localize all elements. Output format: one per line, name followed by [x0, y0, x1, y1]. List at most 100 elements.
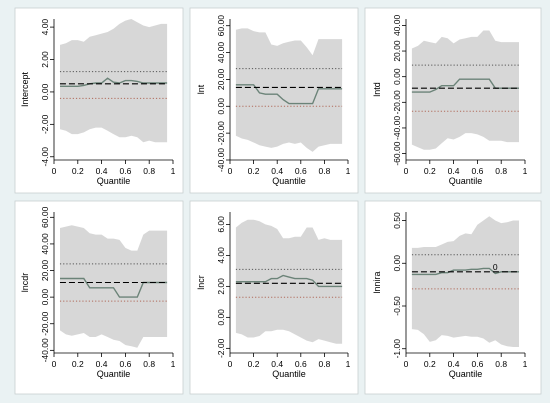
confidence-band [235, 28, 343, 152]
x-axis-label: Quantile [449, 369, 483, 379]
x-axis-label: Quantile [97, 369, 131, 379]
y-tick-label: -2.00 [40, 114, 50, 134]
confidence-band [235, 219, 343, 344]
chart-panel-6: -1.00 -0.50 0.00 0.50 0 0.2 0.4 0.6 0.8 1 Quantile… [364, 200, 542, 395]
quantile-estimate-line [60, 277, 168, 298]
x-tick-label: 1 [523, 166, 528, 176]
x-axis-label: Quantile [97, 176, 131, 186]
x-tick-label: 0 [52, 359, 57, 369]
confidence-band [411, 216, 519, 347]
x-tick-label: 1 [523, 359, 528, 369]
quantile-estimate-line [60, 77, 168, 88]
x-tick-label: 0.2 [248, 359, 260, 369]
x-tick-label: 0.4 [271, 359, 283, 369]
quantile-estimate-line [411, 78, 519, 93]
y-tick-label: 2.00 [40, 51, 50, 68]
confidence-band [60, 19, 168, 143]
y-tick-label: 0.00 [216, 98, 226, 115]
y-tick-label: -4.00 [40, 147, 50, 167]
x-tick-label: 0.4 [448, 359, 460, 369]
x-tick-label: 0.2 [424, 359, 436, 369]
chart-panel-3: -60.00-40.00 -20.00 0.00 20.00 40.00 0 0.2 0.4 0… [364, 7, 542, 194]
x-tick-label: 0.8 [495, 359, 507, 369]
x-tick-label: 0.6 [295, 359, 307, 369]
y-tick-label: 20.00 [40, 260, 50, 282]
y-tick-label: 0.00 [40, 83, 50, 100]
x-tick-label: 0.2 [72, 359, 84, 369]
y-tick-label: -1.00 [392, 339, 402, 359]
quantile-estimate-line [235, 84, 343, 105]
x-tick-label: 0.8 [318, 359, 330, 369]
y-tick-label: -20.00 [40, 311, 50, 335]
y-tick-label: -40.00 [40, 338, 50, 362]
x-axis-label: Quantile [449, 176, 483, 186]
x-tick-label: 0.4 [271, 166, 283, 176]
x-tick-label: 0.2 [72, 166, 84, 176]
x-tick-label: 1 [171, 359, 176, 369]
x-tick-label: 0.6 [295, 166, 307, 176]
y-tick-label: 4.00 [216, 247, 226, 264]
x-tick-label: 0.2 [248, 166, 260, 176]
y-tick-label: 0.50 [392, 212, 402, 229]
y-tick-label: 0.00 [392, 68, 402, 85]
x-tick-label: 0.8 [318, 166, 330, 176]
y-tick-label: 60.00 [216, 15, 226, 37]
x-tick-label: 0.8 [143, 359, 155, 369]
chart-panel-4: -40.00 -20.00 0.00 20.00 40.00 60.00 0 0.2 0.4 0.… [14, 200, 184, 395]
x-axis-label: Quantile [272, 176, 306, 186]
y-tick-label: 40.00 [40, 233, 50, 255]
y-axis-label: lncr [196, 275, 206, 290]
x-tick-label: 1 [346, 359, 351, 369]
y-tick-label: 40.00 [392, 15, 402, 37]
x-tick-label: 0.6 [119, 359, 131, 369]
y-axis-label: lnnira [372, 271, 382, 293]
x-tick-label: 0.4 [96, 359, 108, 369]
y-tick-label: 4.00 [40, 19, 50, 36]
x-tick-label: 0.4 [448, 166, 460, 176]
quantile-estimate-line [235, 274, 343, 288]
chart-panel-2: -40.00 -20.00 0.00 20.00 40.00 60.00 0 0.2 0.4 0.… [189, 7, 359, 194]
y-tick-label: -20.00 [216, 121, 226, 145]
y-tick-label: 2.00 [216, 278, 226, 295]
y-tick-label: 60.00 [40, 206, 50, 228]
y-tick-label: -40.00 [216, 148, 226, 172]
x-tick-label: 0 [228, 359, 233, 369]
confidence-band [60, 225, 168, 348]
x-tick-label: 0 [404, 359, 409, 369]
y-tick-label: 20.00 [392, 40, 402, 62]
x-tick-label: 0.8 [143, 166, 155, 176]
panels: -4.00 -2.00 0.00 2.00 4.00 0 0.2 0.4 0.6 0.8 1 Quan… [14, 7, 542, 395]
x-axis-label: Quantile [272, 369, 306, 379]
x-tick-label: 0.8 [495, 166, 507, 176]
y-axis-label: Intercept [20, 71, 30, 107]
y-tick-label: -60.00 [392, 141, 402, 165]
chart-panel-1: -4.00 -2.00 0.00 2.00 4.00 0 0.2 0.4 0.6 0.8 1 Quan… [14, 7, 184, 194]
x-tick-label: 0.2 [424, 166, 436, 176]
x-tick-label: 0 [52, 166, 57, 176]
y-tick-label: 6.00 [216, 216, 226, 233]
y-tick-label: -40.00 [392, 116, 402, 140]
chart-panel-5: -2.00 0.00 2.00 4.00 6.00 0 0.2 0.4 0.6 0.8 1 Quant… [189, 200, 359, 395]
y-tick-label: 0.00 [216, 309, 226, 326]
chart-annotation: 0 [493, 262, 498, 272]
y-tick-label: 0.00 [40, 289, 50, 306]
x-tick-label: 0.6 [119, 166, 131, 176]
x-tick-label: 0 [404, 166, 409, 176]
y-tick-label: 40.00 [216, 42, 226, 64]
y-tick-label: -0.50 [392, 296, 402, 316]
x-tick-label: 0 [228, 166, 233, 176]
y-axis-label: lntd [372, 82, 382, 97]
x-tick-label: 0.6 [471, 166, 483, 176]
y-tick-label: -2.00 [216, 338, 226, 358]
y-axis-label: lncdr [20, 273, 30, 293]
y-tick-label: 0.00 [392, 255, 402, 272]
y-tick-label: 20.00 [216, 69, 226, 91]
quantile-estimate-line [411, 267, 519, 276]
x-tick-label: 1 [346, 166, 351, 176]
y-axis-label: lnt [196, 84, 206, 94]
x-tick-label: 1 [171, 166, 176, 176]
y-tick-label: -20.00 [392, 90, 402, 114]
x-tick-label: 0.6 [471, 359, 483, 369]
x-tick-label: 0.4 [96, 166, 108, 176]
